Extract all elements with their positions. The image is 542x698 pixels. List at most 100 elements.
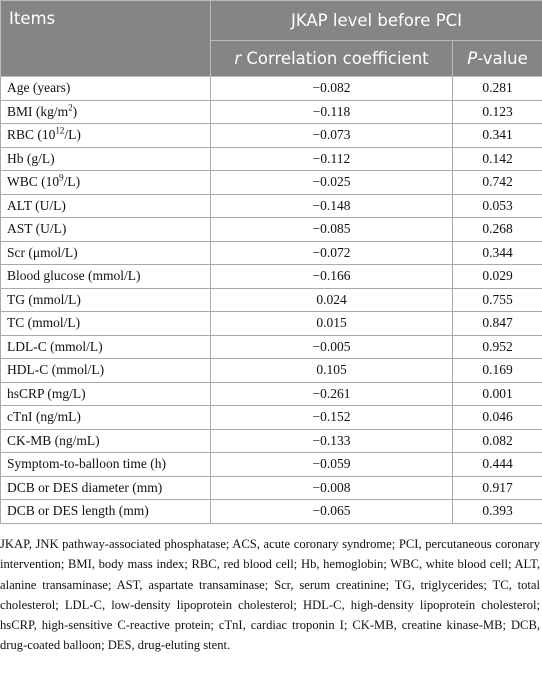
item-text: /L) [64,127,81,143]
item-cell: hsCRP (mg/L) [0,381,211,406]
superscript: 9 [59,172,64,183]
p-value: 0.001 [451,381,542,406]
p-value: 0.393 [451,499,542,524]
item-text: AST (U/L) [7,221,67,237]
item-cell: Hb (g/L) [0,146,211,171]
table-row: RBC (1012/L) −0.073 0.341 [0,123,542,148]
r-value: −0.166 [210,264,453,289]
item-cell: AST (U/L) [0,217,211,242]
r-value: −0.133 [210,428,453,453]
item-text: Scr (μmol/L) [7,244,78,260]
item-cell: BMI (kg/m2) [0,99,211,124]
table-row: ALT (U/L) −0.148 0.053 [0,193,542,218]
item-text: Hb (g/L) [7,150,55,166]
item-cell: WBC (109/L) [0,170,211,195]
item-text: hsCRP (mg/L) [7,385,86,401]
item-text: BMI (kg/m [7,103,69,119]
item-cell: Scr (μmol/L) [0,240,211,265]
item-cell: CK-MB (ng/mL) [0,428,211,453]
p-value: 0.053 [451,193,542,218]
item-text: RBC (10 [7,127,56,143]
item-cell: Blood glucose (mmol/L) [0,264,211,289]
p-value: 0.029 [451,264,542,289]
item-cell: TG (mmol/L) [0,287,211,312]
item-text: HDL-C (mmol/L) [7,362,105,378]
item-text: Symptom-to-balloon time (h) [7,456,166,472]
r-value: −0.072 [210,240,453,265]
table-row: TG (mmol/L) 0.024 0.755 [0,287,542,312]
p-value: 0.281 [451,76,542,101]
item-text: TC (mmol/L) [7,315,81,331]
r-value: −0.005 [210,334,453,359]
item-text: CK-MB (ng/mL) [7,432,100,448]
r-value: −0.008 [210,475,453,500]
p-value: 0.742 [451,170,542,195]
item-cell: LDL-C (mmol/L) [0,334,211,359]
p-value: 0.169 [451,358,542,383]
item-text: DCB or DES diameter (mm) [7,479,163,495]
item-cell: HDL-C (mmol/L) [0,358,211,383]
table-row: Symptom-to-balloon time (h) −0.059 0.444 [0,452,542,477]
item-cell: DCB or DES diameter (mm) [0,475,211,500]
r-value: −0.059 [210,452,453,477]
item-text: cTnI (ng/mL) [7,409,81,425]
p-value: 0.046 [451,405,542,430]
item-text: ) [72,103,78,119]
table-row: HDL-C (mmol/L) 0.105 0.169 [0,358,542,383]
text-part: -value [477,49,528,68]
r-value: −0.118 [210,99,453,124]
text-part: Correlation coefficient [241,49,429,68]
r-value: 0.105 [210,358,453,383]
table-row: Blood glucose (mmol/L) −0.166 0.029 [0,264,542,289]
r-value: −0.065 [210,499,453,524]
item-text: LDL-C (mmol/L) [7,338,103,354]
table-row: DCB or DES length (mm) −0.065 0.393 [0,499,542,524]
header-group: JKAP level before PCI [209,0,542,41]
r-value: −0.085 [210,217,453,242]
r-value: −0.025 [210,170,453,195]
item-text: Age (years) [7,80,71,96]
p-value: 0.082 [451,428,542,453]
header-items: Items [0,0,211,77]
table-row: Hb (g/L) −0.112 0.142 [0,146,542,171]
table-row: TC (mmol/L) 0.015 0.847 [0,311,542,336]
item-text: WBC (10 [7,174,60,190]
item-cell: RBC (1012/L) [0,123,211,148]
item-cell: TC (mmol/L) [0,311,211,336]
p-value: 0.952 [451,334,542,359]
item-text: DCB or DES length (mm) [7,503,149,519]
item-text: ALT (U/L) [7,197,66,213]
item-cell: DCB or DES length (mm) [0,499,211,524]
r-value: 0.024 [210,287,453,312]
item-text: /L) [63,174,81,190]
r-value: −0.073 [210,123,453,148]
table-row: Age (years) −0.082 0.281 [0,76,542,101]
r-value: −0.148 [210,193,453,218]
superscript: 12 [55,125,65,136]
item-text: TG (mmol/L) [7,291,81,307]
item-cell: Age (years) [0,76,211,101]
r-value: 0.015 [210,311,453,336]
table-row: WBC (109/L) −0.025 0.742 [0,170,542,195]
p-value: 0.444 [451,452,542,477]
table-row: cTnI (ng/mL) −0.152 0.046 [0,405,542,430]
table-row: CK-MB (ng/mL) −0.133 0.082 [0,428,542,453]
header-p: P-value [451,40,542,77]
superscript: 2 [68,102,73,113]
italic-part: r [234,49,242,68]
table-row: LDL-C (mmol/L) −0.005 0.952 [0,334,542,359]
data-table: Items JKAP level before PCI r Correlation… [0,0,542,524]
item-cell: Symptom-to-balloon time (h) [0,452,211,477]
p-value: 0.341 [451,123,542,148]
r-value: −0.112 [210,146,453,171]
p-value: 0.142 [451,146,542,171]
item-cell: ALT (U/L) [0,193,211,218]
p-value: 0.344 [451,240,542,265]
p-value: 0.847 [451,311,542,336]
table-row: AST (U/L) −0.085 0.268 [0,217,542,242]
table-row: hsCRP (mg/L) −0.261 0.001 [0,381,542,406]
header-r: r Correlation coefficient [210,40,453,77]
footnote: JKAP, JNK pathway-associated phosphatase… [0,537,540,653]
r-value: −0.261 [210,381,453,406]
italic-part: P [467,49,478,68]
